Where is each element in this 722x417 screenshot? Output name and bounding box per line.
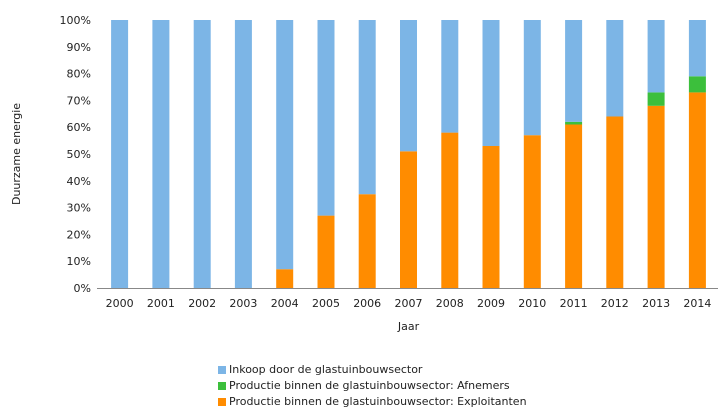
x-tick-label: 2002 <box>188 297 216 310</box>
x-tick-label: 2009 <box>477 297 505 310</box>
legend-label-exploitanten: Productie binnen de glastuinbouwsector: … <box>229 395 527 408</box>
x-tick-label: 2010 <box>518 297 546 310</box>
bar-segment-2014-series-0 <box>688 92 706 289</box>
y-tick-label: 10% <box>67 255 91 268</box>
legend-swatch-exploitanten <box>218 398 226 406</box>
bar-segment-2012-series-2 <box>606 20 624 117</box>
x-tick-label: 2000 <box>106 297 134 310</box>
y-axis-label: Duurzame energie <box>10 103 23 205</box>
legend-item-afnemers: Productie binnen de glastuinbouwsector: … <box>218 378 527 394</box>
bar-segment-2009-series-2 <box>482 20 500 146</box>
bar-segment-2005-series-2 <box>317 20 335 216</box>
x-axis: 2000 2001 2002 2003 2004 2005 2006 2007 2008 2009… <box>106 297 712 310</box>
bar-segment-2009-series-0 <box>482 146 500 288</box>
bar-segment-2008-series-0 <box>441 132 459 288</box>
x-tick-label: 2011 <box>560 297 588 310</box>
bar-segment-2011-series-0 <box>565 124 583 288</box>
bar-segment-2002-series-2 <box>193 20 211 288</box>
bar-segment-2010-series-0 <box>523 135 541 288</box>
y-tick-label: 70% <box>67 94 91 107</box>
bar-segment-2011-series-2 <box>565 20 583 122</box>
x-tick-label: 2013 <box>642 297 670 310</box>
legend-swatch-inkoop <box>218 366 226 374</box>
bar-segment-2008-series-2 <box>441 20 459 133</box>
x-tick-label: 2008 <box>436 297 464 310</box>
x-tick-label: 2003 <box>229 297 257 310</box>
bar-segment-2004-series-2 <box>276 20 294 270</box>
y-tick-label: 90% <box>67 41 91 54</box>
bar-segment-2013-series-0 <box>647 105 665 288</box>
x-tick-label: 2005 <box>312 297 340 310</box>
y-tick-label: 100% <box>60 14 91 27</box>
bar-segment-2006-series-2 <box>358 20 376 195</box>
y-tick-label: 20% <box>67 228 91 241</box>
bar-segment-2011-series-1 <box>565 121 583 125</box>
bar-segment-2004-series-0 <box>276 269 294 288</box>
y-tick-label: 50% <box>67 148 91 161</box>
y-tick-label: 60% <box>67 121 91 134</box>
bar-segment-2006-series-0 <box>358 194 376 288</box>
bar-segment-2013-series-1 <box>647 92 665 106</box>
x-tick-label: 2007 <box>395 297 423 310</box>
bar-segment-2014-series-2 <box>688 20 706 77</box>
x-tick-label: 2006 <box>353 297 381 310</box>
x-axis-label: Jaar <box>397 320 420 333</box>
bar-segment-2003-series-2 <box>234 20 252 288</box>
x-tick-label: 2012 <box>601 297 629 310</box>
y-tick-label: 30% <box>67 202 91 215</box>
legend-item-exploitanten: Productie binnen de glastuinbouwsector: … <box>218 394 527 410</box>
legend-label-inkoop: Inkoop door de glastuinbouwsector <box>229 363 423 376</box>
legend: Inkoop door de glastuinbouwsector Produc… <box>218 362 527 410</box>
x-tick-label: 2004 <box>271 297 299 310</box>
bar-segment-2012-series-0 <box>606 116 624 288</box>
legend-swatch-afnemers <box>218 382 226 390</box>
bar-segment-2010-series-2 <box>523 20 541 136</box>
bar-segment-2007-series-2 <box>400 20 417 152</box>
bar-segment-2014-series-1 <box>688 76 706 93</box>
bar-segment-2007-series-0 <box>400 151 417 288</box>
y-tick-label: 40% <box>67 175 91 188</box>
y-tick-label: 80% <box>67 68 91 81</box>
legend-item-inkoop: Inkoop door de glastuinbouwsector <box>218 362 527 378</box>
y-axis: 0% 10% 20% 30% 40% 50% 60% 70% 80% 90% 100% <box>60 14 91 295</box>
x-tick-label: 2014 <box>683 297 711 310</box>
bars <box>111 20 706 289</box>
bar-segment-2013-series-2 <box>647 20 665 93</box>
x-tick-label: 2001 <box>147 297 175 310</box>
legend-label-afnemers: Productie binnen de glastuinbouwsector: … <box>229 379 510 392</box>
y-tick-label: 0% <box>74 282 91 295</box>
bar-segment-2005-series-0 <box>317 215 335 288</box>
bar-segment-2000-series-2 <box>111 20 129 288</box>
bar-segment-2001-series-2 <box>152 20 170 288</box>
